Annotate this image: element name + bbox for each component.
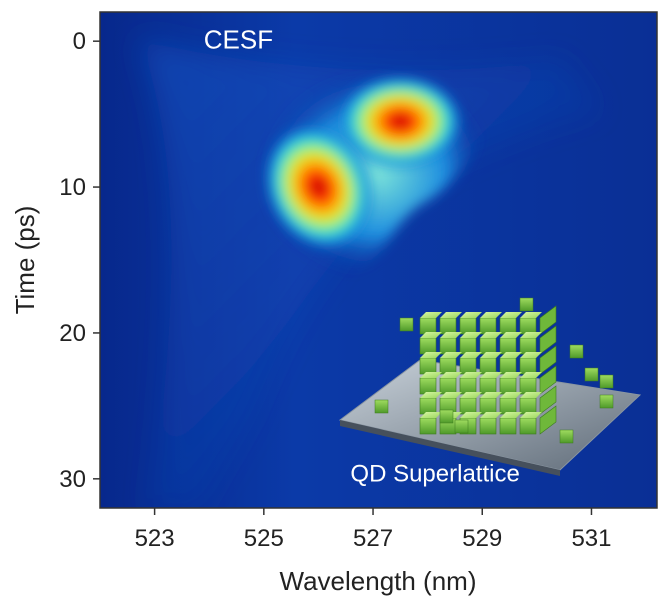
x-tick-label: 531: [571, 525, 611, 552]
x-tick-label: 527: [353, 525, 393, 552]
x-axis-title: Wavelength (nm): [280, 566, 477, 596]
cesf-trace-band: [140, 40, 600, 508]
y-axis: 0 10 20 30: [59, 28, 100, 493]
y-tick-label: 10: [59, 174, 86, 201]
x-axis: 523 525 527 529 531: [135, 508, 611, 552]
intensity-peak: [338, 75, 463, 168]
y-tick-label: 0: [73, 28, 86, 55]
qd-superlattice-label: QD Superlattice: [350, 461, 519, 488]
y-tick-label: 20: [59, 320, 86, 347]
x-tick-label: 529: [462, 525, 502, 552]
x-tick-label: 525: [244, 525, 284, 552]
x-tick-label: 523: [135, 525, 175, 552]
quantum-dot-superlattice-icon: [338, 297, 642, 476]
intensity-peak: [264, 125, 373, 250]
y-axis-title: Time (ps): [10, 206, 40, 315]
y-tick-label: 30: [59, 466, 86, 493]
plot-frame: [99, 11, 658, 509]
cesf-label: CESF: [204, 24, 273, 54]
peaks-layer: [264, 75, 463, 250]
